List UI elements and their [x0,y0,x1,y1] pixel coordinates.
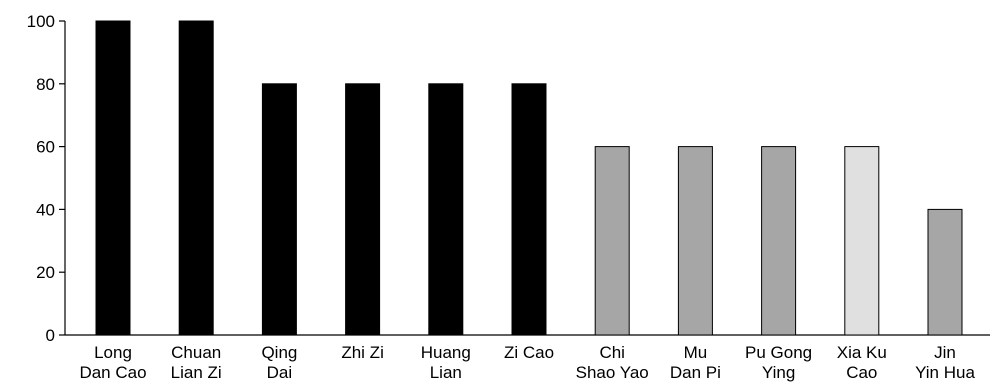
category-label-line: Chi [599,343,625,362]
category-label-line: Pu Gong [745,343,812,362]
category-label: Pu Gong Ying [745,343,812,382]
category-label-line: Shao Yao [576,363,649,382]
y-tick-label: 20 [36,263,55,282]
category-label-line: Lian [430,363,462,382]
category-label-line: Mu [684,343,708,362]
bar [95,20,131,336]
bar [844,146,880,336]
category-label-line: Ying [762,363,795,382]
bar [428,83,464,336]
category-labels: Long Dan Cao Chuan Lian Zi Qing Dai Zhi Zi Huan… [79,343,975,382]
category-label-line: Xia Ku [837,343,887,362]
bar [677,146,713,336]
category-label-line: Long [94,343,132,362]
category-label: Xia Ku Cao [837,343,887,382]
y-tick-label: 80 [36,75,55,94]
y-axis: 0 20 40 60 80 100 [27,12,66,345]
y-tick-label: 100 [27,12,55,31]
category-label: Long Dan Cao [79,343,146,382]
category-label: Zhi Zi [341,343,384,362]
y-tick-label: 60 [36,138,55,157]
category-label-line: Huang [421,343,471,362]
bar [511,83,547,336]
category-label-line: Dan Cao [79,363,146,382]
category-label-line: Jin [934,343,956,362]
category-label: Chuan Lian Zi [171,343,222,382]
category-label: Qing Dai [261,343,297,382]
bar [261,83,297,336]
category-label-line: Lian Zi [171,363,222,382]
category-label: Huang Lian [421,343,471,382]
bar [927,208,963,336]
y-tick-label: 40 [36,200,55,219]
bars [95,20,963,336]
category-label-line: Cao [846,363,877,382]
category-label: Chi Shao Yao [576,343,649,382]
category-label: Mu Dan Pi [670,343,721,382]
category-label-line: Dai [267,363,293,382]
bar [594,146,630,336]
bar [178,20,214,336]
category-label-line: Yin Hua [915,363,975,382]
y-tick-label: 0 [46,326,55,345]
category-label-line: Qing [261,343,297,362]
category-label-line: Dan Pi [670,363,721,382]
bar [761,146,797,336]
category-label-line: Zi Cao [504,343,554,362]
category-label-line: Zhi Zi [341,343,384,362]
category-label: Zi Cao [504,343,554,362]
category-label-line: Chuan [171,343,221,362]
bar [345,83,381,336]
category-label: Jin Yin Hua [915,343,975,382]
